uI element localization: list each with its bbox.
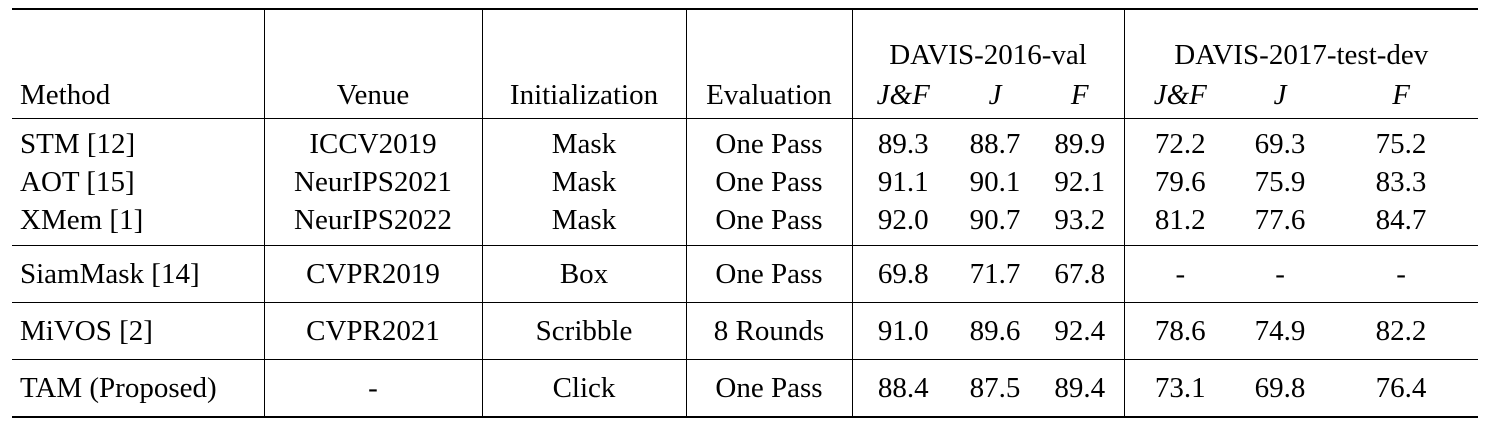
- cell-init: Mask: [481, 118, 686, 163]
- cell-init: Scribble: [481, 302, 686, 360]
- cell-eval: One Pass: [685, 163, 852, 201]
- table-row: XMem [1] NeurIPS2022 Mask One Pass 92.0 …: [12, 201, 1478, 246]
- header-evaluation: Evaluation: [685, 72, 852, 119]
- cell-d17-f: 82.2: [1324, 302, 1479, 360]
- cell-d16-jf: 89.3: [851, 118, 954, 163]
- cell-d17-jf: 78.6: [1123, 302, 1237, 360]
- cell-d17-jf: 73.1: [1123, 359, 1237, 418]
- cell-d17-j: 77.6: [1254, 204, 1306, 236]
- header-d17-j: J: [1273, 78, 1287, 111]
- header-d16-f: F: [1070, 78, 1089, 111]
- table-row: TAM (Proposed) - Click One Pass 88.4 87.…: [12, 359, 1479, 418]
- cell-d17-f: 84.7: [1375, 204, 1427, 236]
- cell-d17-j: 69.8: [1236, 359, 1325, 418]
- cell-d16-f: 89.9: [1036, 118, 1125, 163]
- header-venue: Venue: [263, 72, 482, 119]
- cell-eval: One Pass: [685, 359, 852, 418]
- cell-d17-j: 69.3: [1236, 118, 1325, 163]
- cell-d17-f: -: [1324, 245, 1479, 303]
- cell-method: STM [12]: [12, 118, 264, 163]
- cell-d17-jf: 79.6: [1123, 163, 1237, 201]
- header-row-2: Method Venue Initialization Evaluation J…: [12, 72, 1478, 119]
- header-method: Method: [20, 78, 111, 111]
- cell-d17-f: 83.3: [1375, 166, 1427, 198]
- header-row-1: DAVIS-2016-val DAVIS-2017-test-dev: [12, 8, 1479, 72]
- cell-d16-f: 92.4: [1036, 302, 1125, 360]
- cell-d16-f: 92.1: [1054, 166, 1106, 198]
- cell-venue: ICCV2019: [263, 118, 482, 163]
- cell-d16-j: 88.7: [954, 118, 1036, 163]
- header-d16-jf: J&F: [851, 72, 954, 119]
- cell-d16-j: 71.7: [954, 245, 1036, 303]
- cell-d16-f: 93.2: [1054, 204, 1106, 236]
- cell-d17-f: 75.2: [1324, 118, 1479, 163]
- cell-init: Mask: [481, 201, 686, 246]
- header-initialization: Initialization: [481, 72, 686, 119]
- cell-eval: 8 Rounds: [685, 302, 852, 360]
- header-d17-jf: J&F: [1123, 72, 1237, 119]
- cell-d17-j: 74.9: [1236, 302, 1325, 360]
- cell-venue: -: [263, 359, 482, 418]
- cell-d16-jf: 91.1: [851, 163, 954, 201]
- cell-d16-f: 67.8: [1036, 245, 1125, 303]
- header-davis2017: DAVIS-2017-test-dev: [1123, 8, 1479, 72]
- cell-d16-jf: 91.0: [851, 302, 954, 360]
- cell-method: SiamMask [14]: [12, 245, 264, 303]
- cell-init: Box: [481, 245, 686, 303]
- cell-d17-j: -: [1236, 245, 1325, 303]
- table-body: STM [12] ICCV2019 Mask One Pass 89.3 88.…: [12, 118, 1479, 418]
- cell-d16-j: 90.1: [969, 166, 1021, 198]
- cell-d16-f: 89.4: [1036, 359, 1125, 418]
- cell-venue: CVPR2021: [263, 302, 482, 360]
- comparison-table: DAVIS-2016-val DAVIS-2017-test-dev Metho…: [12, 8, 1479, 418]
- cell-method: XMem [1]: [20, 204, 144, 236]
- cell-venue: CVPR2019: [263, 245, 482, 303]
- header-davis2016: DAVIS-2016-val: [851, 8, 1125, 72]
- cell-d16-jf: 69.8: [851, 245, 954, 303]
- table-row: MiVOS [2] CVPR2021 Scribble 8 Rounds 91.…: [12, 302, 1479, 360]
- cell-eval: One Pass: [685, 118, 852, 163]
- cell-d17-f: 76.4: [1324, 359, 1479, 418]
- cell-d16-jf: 88.4: [851, 359, 954, 418]
- cell-init: Click: [481, 359, 686, 418]
- cell-venue: NeurIPS2022: [263, 201, 482, 246]
- cell-d17-jf: 72.2: [1123, 118, 1237, 163]
- cell-d17-jf: 81.2: [1123, 201, 1237, 246]
- cell-eval: One Pass: [685, 201, 852, 246]
- cell-d16-j: 89.6: [954, 302, 1036, 360]
- cell-d16-j: 87.5: [954, 359, 1036, 418]
- header-d17-f: F: [1392, 78, 1410, 111]
- table-row: STM [12] ICCV2019 Mask One Pass 89.3 88.…: [12, 118, 1479, 163]
- cell-d16-jf: 92.0: [851, 201, 954, 246]
- cell-d17-j: 75.9: [1254, 166, 1306, 198]
- table-row: SiamMask [14] CVPR2019 Box One Pass 69.8…: [12, 245, 1479, 303]
- cell-d17-jf: -: [1123, 245, 1237, 303]
- cell-init: Mask: [481, 163, 686, 201]
- cell-method: MiVOS [2]: [12, 302, 264, 360]
- table-row: AOT [15] NeurIPS2021 Mask One Pass 91.1 …: [12, 163, 1478, 201]
- header-d16-j: J: [988, 78, 1002, 111]
- cell-method: AOT [15]: [20, 166, 135, 198]
- cell-venue: NeurIPS2021: [263, 163, 482, 201]
- cell-eval: One Pass: [685, 245, 852, 303]
- cell-d16-j: 90.7: [969, 204, 1021, 236]
- cell-method: TAM (Proposed): [12, 359, 264, 418]
